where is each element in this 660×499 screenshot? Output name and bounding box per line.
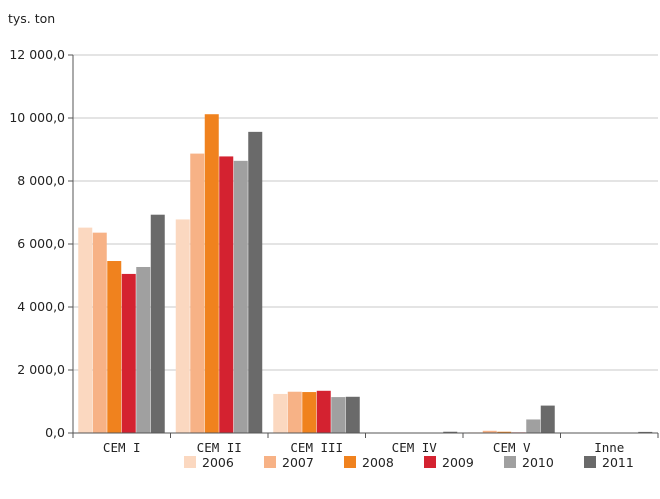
y-tick-label: 10 000,0 [9,110,65,125]
bar [136,266,151,433]
bar [219,156,234,433]
x-tick-label: CEM I [103,440,141,455]
bar [331,397,346,433]
y-axis-ticks: 0,0 2 000,0 4 000,0 6 000,0 8 000,0 10 000,0 1… [9,47,73,440]
grid-lines [73,54,658,371]
bar [121,273,136,433]
bar [316,390,331,433]
bars [78,114,653,434]
bar [107,261,122,433]
legend-swatch [584,456,596,468]
x-axis-categories: CEM I CEM II CEM III CEM IV CEM V Inne [72,433,659,455]
y-tick-label: 8 000,0 [17,173,65,188]
legend-swatch [504,456,516,468]
bar [190,153,205,433]
bar [273,393,288,433]
bar [345,396,360,433]
y-tick-label: 12 000,0 [9,47,65,62]
bar [150,214,165,433]
bar [78,227,93,433]
y-tick-label: 0,0 [45,425,65,440]
x-tick-label: CEM III [290,440,343,455]
y-axis-unit-label: tys. ton [8,11,56,26]
legend-label: 2009 [442,455,474,470]
bar [482,430,497,433]
bar [175,219,190,433]
bar [302,392,317,433]
legend: 2006 2007 2008 2009 2010 2011 [184,455,634,470]
x-tick-label: CEM IV [392,440,438,455]
x-tick-label: Inne [594,440,624,455]
legend-label: 2008 [362,455,394,470]
bar [92,232,107,433]
bar [638,431,653,433]
y-tick-label: 4 000,0 [17,299,65,314]
y-tick-label: 6 000,0 [17,236,65,251]
legend-swatch [344,456,356,468]
legend-swatch [184,456,196,468]
legend-label: 2011 [602,455,634,470]
bar [497,431,512,433]
legend-swatch [424,456,436,468]
legend-label: 2007 [282,455,314,470]
bar [233,160,248,433]
legend-label: 2010 [522,455,554,470]
bar [443,431,458,433]
legend-swatch [264,456,276,468]
x-tick-label: CEM II [197,440,242,455]
legend-label: 2006 [202,455,234,470]
bar [248,131,263,434]
bar [540,405,555,433]
bar [287,391,302,433]
y-tick-label: 2 000,0 [17,362,65,377]
bar [526,419,541,433]
x-tick-label: CEM V [493,440,531,455]
bar [204,114,219,433]
